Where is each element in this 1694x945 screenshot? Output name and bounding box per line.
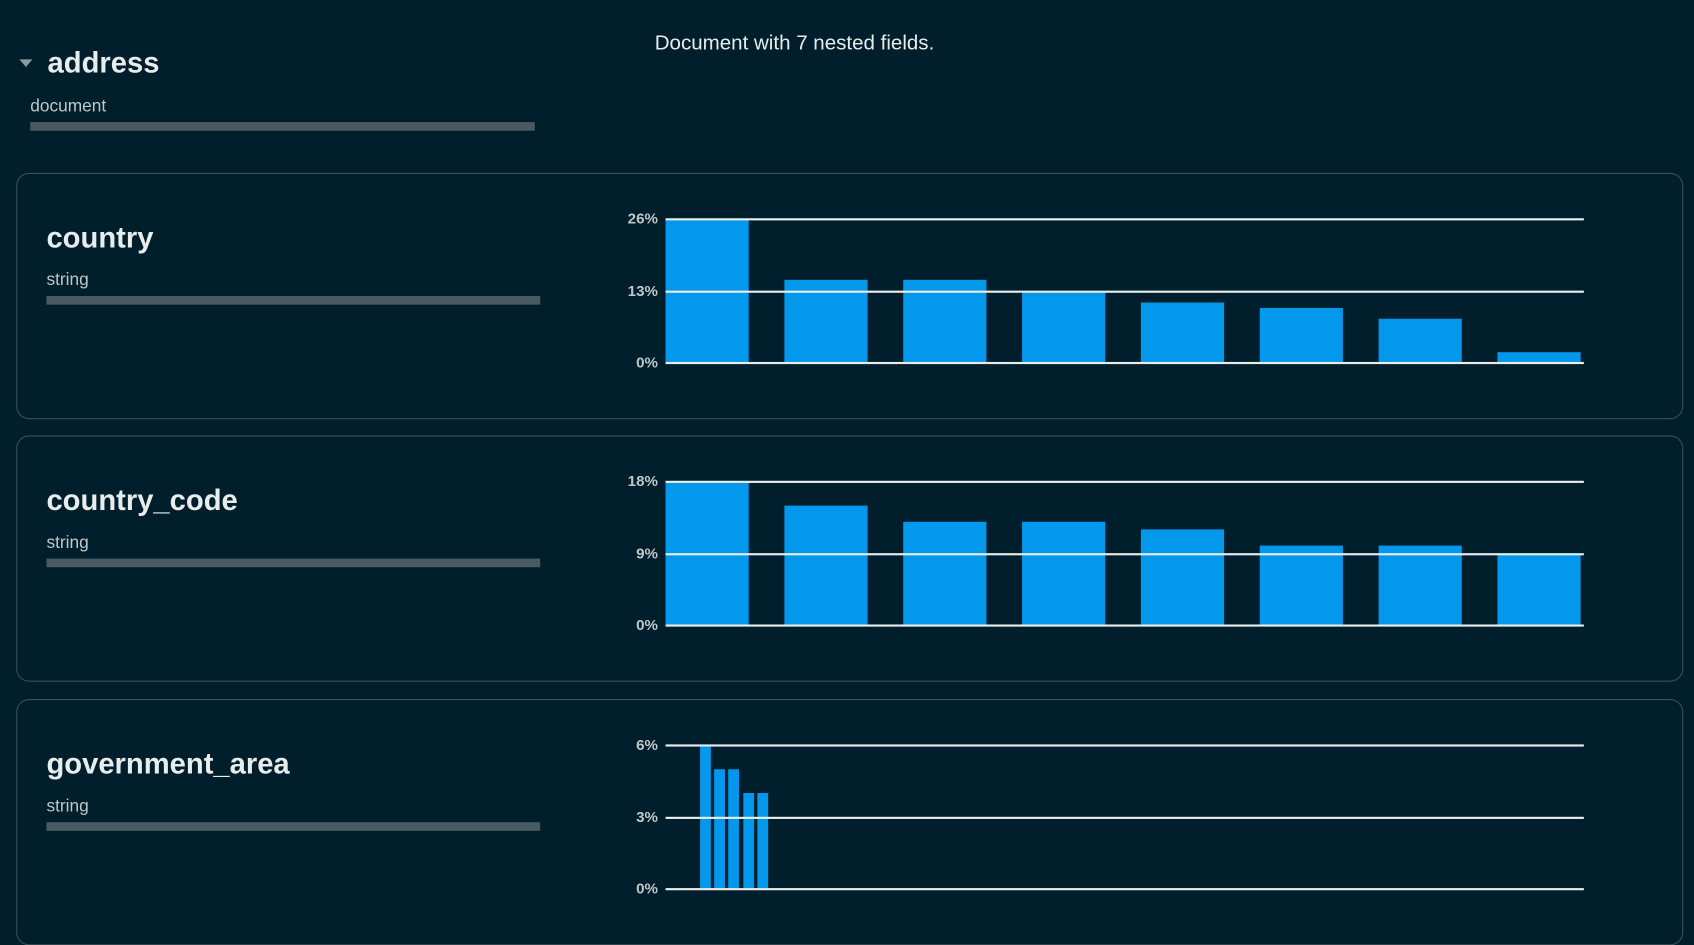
bar[interactable] bbox=[1140, 529, 1225, 626]
gridline bbox=[665, 361, 1584, 365]
bar[interactable] bbox=[1497, 351, 1581, 363]
bar[interactable] bbox=[1140, 302, 1225, 363]
bar[interactable] bbox=[1497, 553, 1581, 626]
field-type: string bbox=[46, 797, 89, 816]
field-name-address[interactable]: address bbox=[47, 46, 160, 79]
field-card-government_area: government_area string 0% 3% 6% bbox=[16, 699, 1684, 945]
gridline bbox=[665, 218, 1584, 221]
bar[interactable] bbox=[784, 505, 868, 626]
y-tick-label: 0% bbox=[636, 879, 658, 897]
y-tick-label: 0% bbox=[636, 615, 658, 634]
y-tick-label: 3% bbox=[636, 807, 658, 825]
y-tick-label: 9% bbox=[636, 543, 658, 562]
y-tick-label: 6% bbox=[636, 735, 658, 754]
field-type: string bbox=[46, 271, 89, 290]
field-card-country_code: country_code string 0% 9% 18% bbox=[16, 435, 1684, 682]
type-bar bbox=[46, 296, 541, 305]
bar[interactable] bbox=[1259, 545, 1343, 626]
bar[interactable] bbox=[1259, 307, 1343, 363]
field-name: country_code bbox=[46, 484, 238, 517]
field-type: string bbox=[46, 533, 89, 553]
type-bar bbox=[46, 822, 541, 831]
summary-text: Document with 7 nested fields. bbox=[654, 32, 935, 56]
bar[interactable] bbox=[1378, 318, 1462, 363]
gridline bbox=[665, 624, 1584, 627]
bar[interactable] bbox=[1022, 521, 1106, 626]
field-type: document bbox=[30, 97, 107, 116]
type-bar bbox=[46, 558, 541, 568]
y-tick-label: 13% bbox=[627, 281, 658, 299]
bar[interactable] bbox=[742, 793, 754, 890]
bar[interactable] bbox=[1378, 545, 1462, 626]
bar[interactable] bbox=[1022, 291, 1106, 364]
caret-down-icon[interactable] bbox=[19, 59, 33, 67]
bar[interactable] bbox=[903, 280, 987, 363]
gridline bbox=[665, 552, 1584, 555]
type-bar bbox=[30, 122, 535, 131]
bar[interactable] bbox=[728, 769, 740, 890]
bar[interactable] bbox=[757, 793, 768, 890]
y-tick-label: 18% bbox=[627, 472, 658, 490]
bar[interactable] bbox=[903, 521, 987, 626]
field-name: country bbox=[46, 221, 154, 254]
field-card-country: country string 0% 13% 26% bbox=[16, 172, 1684, 420]
gridline bbox=[665, 816, 1584, 819]
gridline bbox=[665, 888, 1584, 891]
gridline bbox=[665, 744, 1584, 747]
field-name: government_area bbox=[46, 747, 290, 781]
bar[interactable] bbox=[714, 769, 726, 890]
y-tick-label: 0% bbox=[636, 353, 658, 371]
gridline bbox=[665, 480, 1584, 483]
gridline bbox=[665, 290, 1584, 293]
y-tick-label: 26% bbox=[627, 209, 658, 227]
bar[interactable] bbox=[784, 280, 868, 363]
